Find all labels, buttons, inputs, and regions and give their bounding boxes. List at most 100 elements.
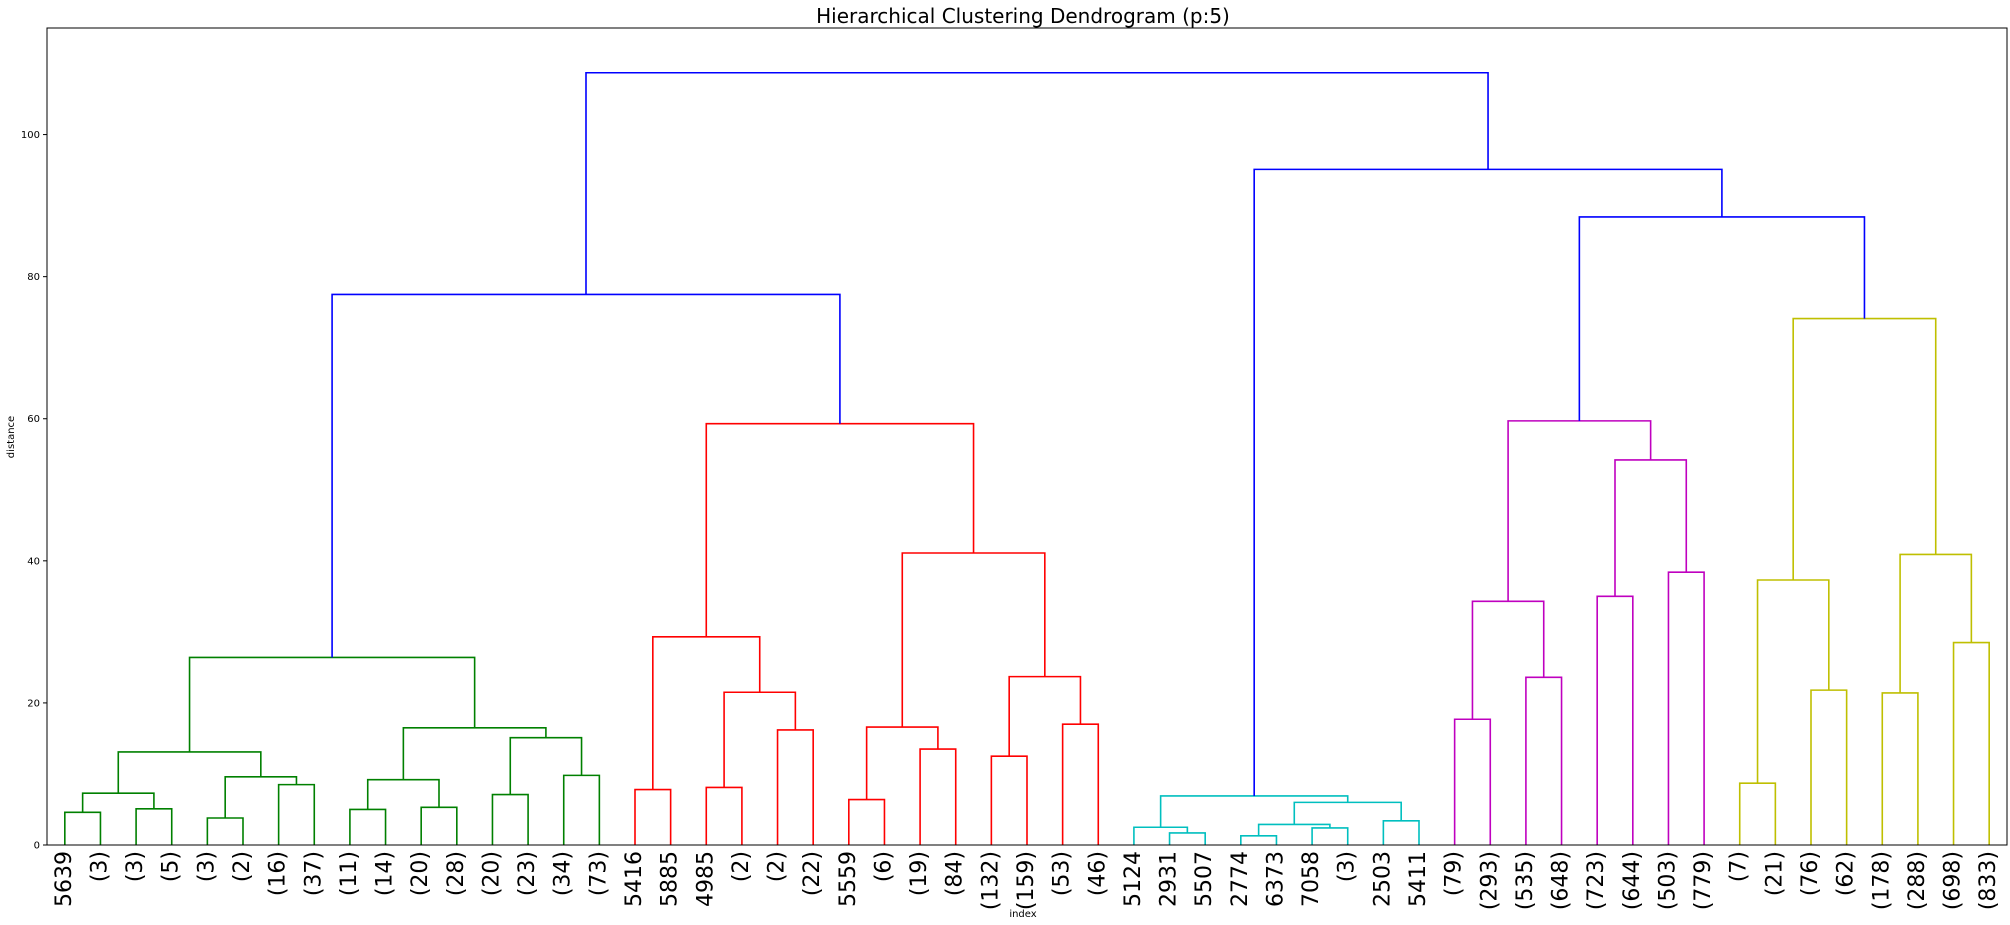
link-g13 [509,736,583,795]
x-tick-label: (79) [1442,851,1467,896]
x-tick-label: (3) [194,851,219,882]
link-g12 [562,774,601,845]
y-tick-label: 60 [27,414,40,425]
y-tick-label: 100 [21,130,40,141]
x-tick-label: (132) [978,851,1003,910]
x-tick-label: (293) [1477,851,1502,910]
link-r13 [705,422,975,637]
x-tick-label: (20) [479,851,504,896]
x-tick-label: (7) [1727,851,1752,882]
x-tick-label: 5416 [622,851,647,907]
x-tick-label: 6373 [1263,851,1288,907]
x-tick-label: (288) [1905,851,1930,910]
x-axis: 5639 (3) (3) (5) (3) (2) (16) (37) (11) (14) (20) (… [52,851,2001,910]
link-c05 [1257,823,1331,836]
link-c02 [1133,826,1189,845]
link-r08 [865,726,939,800]
link-m02 [1525,676,1563,845]
link-g14 [402,726,547,780]
link-b01 [331,293,841,658]
x-tick-label: (6) [871,851,896,882]
x-tick-label: 5639 [52,851,77,907]
link-m01 [1453,718,1492,845]
x-tick-label: 2503 [1370,851,1395,907]
link-y07 [1792,317,1937,581]
y-axis: 0 20 40 60 80 100 [21,130,47,852]
link-r03 [776,729,814,845]
link-r04 [723,691,797,788]
x-tick-label: 2931 [1157,851,1182,907]
x-tick-label: 5507 [1192,851,1217,907]
x-tick-label: (644) [1620,851,1645,910]
x-tick-label: (73) [586,851,611,896]
link-m03 [1471,600,1545,720]
y-tick-label: 20 [27,698,40,709]
x-tick-label: (14) [373,851,398,896]
x-tick-label: (535) [1513,851,1538,910]
link-r11 [1008,675,1082,757]
link-y05 [1952,641,1990,845]
link-g08 [349,808,387,845]
link-y04 [1881,692,1919,845]
x-tick-label: (37) [301,851,326,896]
x-tick-label: (833) [1976,851,2001,910]
x-tick-label: (3) [1335,851,1360,882]
x-tick-label: (62) [1834,851,1859,896]
link-r07 [919,748,957,845]
x-tick-label: (20) [408,851,433,896]
x-tick-label: (503) [1655,851,1680,910]
x-tick-label: (2) [765,851,790,882]
x-tick-label: (698) [1941,851,1966,910]
link-y03 [1756,579,1830,784]
link-g01 [64,811,102,845]
link-g11 [491,793,529,845]
link-y01 [1738,782,1777,845]
link-m06 [1614,459,1688,597]
x-tick-label: (16) [266,851,291,896]
link-b02 [1578,216,1866,421]
link-r09 [990,755,1028,845]
x-tick-label: 5411 [1406,851,1431,907]
y-axis-label: distance [6,416,17,458]
x-tick-label: (178) [1869,851,1894,910]
link-m07 [1507,420,1652,602]
x-tick-label: 5559 [836,851,861,907]
x-tick-label: (34) [551,851,576,896]
link-r12 [901,552,1046,728]
link-y02 [1810,689,1848,845]
x-tick-label: 5124 [1121,851,1146,907]
x-tick-label: 2774 [1228,851,1253,907]
x-tick-label: (46) [1085,851,1110,896]
y-tick-label: 80 [27,272,40,283]
link-g07 [117,751,262,794]
link-c01 [1168,832,1206,845]
link-c07 [1293,801,1402,825]
link-b04 [585,71,1489,295]
x-tick-label: (3) [123,851,148,882]
x-tick-label: (723) [1584,851,1609,910]
link-g15 [188,656,476,752]
link-y06 [1899,553,1973,693]
link-r02 [705,786,743,845]
link-r01 [634,788,672,845]
x-tick-label: (22) [800,851,825,896]
chart-title: Hierarchical Clustering Dendrogram (p:5) [816,4,1230,28]
link-g05 [277,783,316,845]
link-c04 [1311,827,1349,845]
y-tick-label: 40 [27,556,40,567]
dendrogram-links [64,71,1990,845]
link-g04 [206,817,244,845]
link-b03 [1253,168,1723,796]
x-tick-label: (2) [729,851,754,882]
x-tick-label: (19) [907,851,932,896]
link-m05 [1667,571,1705,845]
y-tick-label: 0 [34,841,40,852]
x-tick-label: 5885 [658,851,683,907]
link-r10 [1061,723,1100,845]
x-tick-label: (779) [1691,851,1716,910]
link-r05 [652,636,761,790]
x-tick-label: (53) [1050,851,1075,896]
x-tick-label: (11) [337,851,362,896]
link-c03 [1240,834,1278,845]
